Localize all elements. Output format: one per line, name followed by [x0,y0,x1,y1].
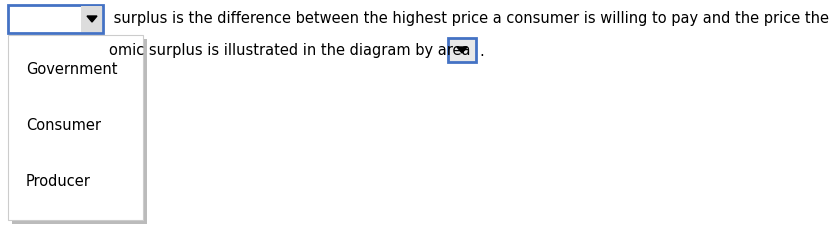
Text: Producer: Producer [26,173,91,188]
Bar [12,39,147,224]
Text: omic surplus is illustrated in the diagram by area: omic surplus is illustrated in the diagr… [109,43,470,59]
Text: surplus is the difference between the highest price a consumer is willing to pay: surplus is the difference between the hi… [109,12,834,27]
Bar [81,6,102,32]
Polygon shape [457,47,467,53]
Bar [8,5,103,33]
Bar [8,35,143,220]
Text: Consumer: Consumer [26,118,101,133]
Text: Government: Government [26,62,118,77]
Text: .: . [479,43,484,59]
Polygon shape [87,16,97,22]
Bar [448,38,476,62]
